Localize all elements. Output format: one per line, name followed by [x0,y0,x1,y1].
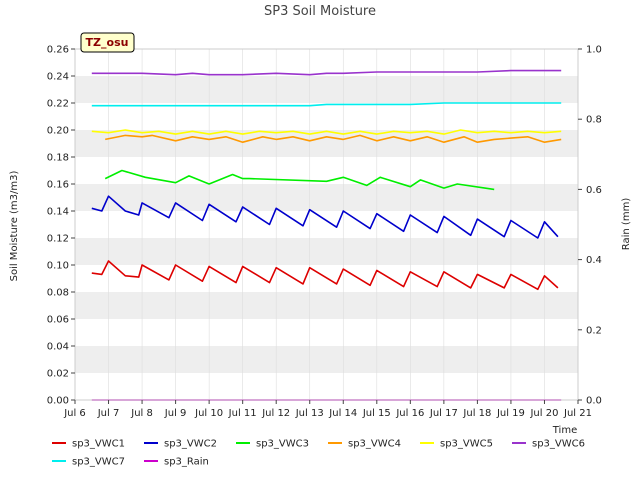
x-tick-label: Jul 14 [328,408,357,419]
y-tick-label: 0.16 [47,180,69,191]
x-tick-label: Jul 15 [362,408,391,419]
legend-label: sp3_VWC2 [164,439,217,450]
x-tick-label: Jul 20 [529,408,558,419]
y-tick-label: 0.02 [47,369,69,380]
y2-tick-label: 0.2 [586,325,602,336]
x-tick-label: Jul 9 [164,408,187,419]
y-tick-label: 0.12 [47,234,69,245]
plot-frame [74,48,579,401]
y2-tick-label: 1.0 [586,45,602,56]
site-badge-text: TZ_osu [86,36,129,49]
background-band [75,238,578,265]
y-tick-label: 0.06 [47,315,69,326]
legend-label: sp3_VWC4 [348,439,401,450]
background-band [75,103,578,130]
x-tick-label: Jul 11 [228,408,257,419]
legend: sp3_VWC1 sp3_VWC2 sp3_VWC3 sp3_VWC4 sp3_VWC5… [52,439,585,468]
x-tick-label: Jul 19 [496,408,525,419]
background-band [75,184,578,211]
legend-label: sp3_VWC7 [72,457,125,468]
series-line-sp3_VWC4 [105,134,562,143]
y-tick-label: 0.20 [47,126,69,137]
y-tick-label: 0.10 [47,261,69,272]
background-band [75,130,578,157]
x-tick-label: Jul 10 [194,408,223,419]
background-band [75,373,578,400]
y2-tick-label: 0.6 [586,185,602,196]
x-tick-label: Jul 18 [462,408,491,419]
y-tick-label: 0.08 [47,288,69,299]
background-band [75,76,578,103]
series-line-sp3_VWC5 [91,129,562,135]
x-tick-label: Jul 8 [130,408,153,419]
y2-axis-ticks: 0.0 0.2 0.4 0.6 0.8 1.0 [578,45,602,407]
x-tick-label: Jul 16 [395,408,424,419]
site-badge: TZ_osu [80,32,135,53]
x-tick-label: Jul 21 [563,408,592,419]
y-tick-label: 0.00 [47,396,69,407]
background-bands [75,49,578,400]
x-tick-label: Jul 6 [63,408,86,419]
x-tick-label: Jul 17 [429,408,458,419]
y-tick-label: 0.18 [47,153,69,164]
background-band [75,292,578,319]
background-band [75,211,578,238]
x-tick-label: Jul 12 [261,408,290,419]
series-line-sp3_VWC6 [91,69,562,76]
series-line-sp3_VWC1 [91,260,559,291]
background-band [75,346,578,373]
y-tick-label: 0.14 [47,207,69,218]
y2-tick-label: 0.0 [586,396,602,407]
legend-label: sp3_VWC5 [440,439,493,450]
background-band [75,319,578,346]
x-axis-label: Time [552,425,577,436]
series-line-sp3_VWC3 [104,169,495,191]
site-badge-box [80,32,135,53]
y2-tick-label: 0.4 [586,255,602,266]
x-axis-ticks: Jul 6 Jul 7 Jul 8 Jul 9 Jul 10 Jul 11 Jul 12 Ju… [63,400,592,419]
y-tick-label: 0.26 [47,45,69,56]
y-axis-ticks: 0.00 0.02 0.04 0.06 0.08 0.10 0.12 0.14 0.16 0.18… [47,45,75,407]
legend-label: sp3_VWC6 [532,439,585,450]
legend-label: sp3_VWC3 [256,439,309,450]
y-axis-label: Soil Moisture (m3/m3) [9,171,20,282]
background-band [75,49,578,76]
x-tick-label: Jul 13 [295,408,324,419]
x-tick-label: Jul 7 [97,408,120,419]
y-tick-label: 0.24 [47,72,69,83]
legend-label: sp3_Rain [164,457,209,468]
series-line-sp3_VWC2 [91,195,559,239]
background-band [75,157,578,184]
y2-axis-label: Rain (mm) [621,198,632,251]
legend-label: sp3_VWC1 [72,439,125,450]
series-line-sp3_VWC7 [91,102,562,107]
y2-tick-label: 0.8 [586,115,602,126]
y-tick-label: 0.04 [47,342,69,353]
chart-title: SP3 Soil Moisture [264,4,376,19]
y-tick-label: 0.22 [47,99,69,110]
